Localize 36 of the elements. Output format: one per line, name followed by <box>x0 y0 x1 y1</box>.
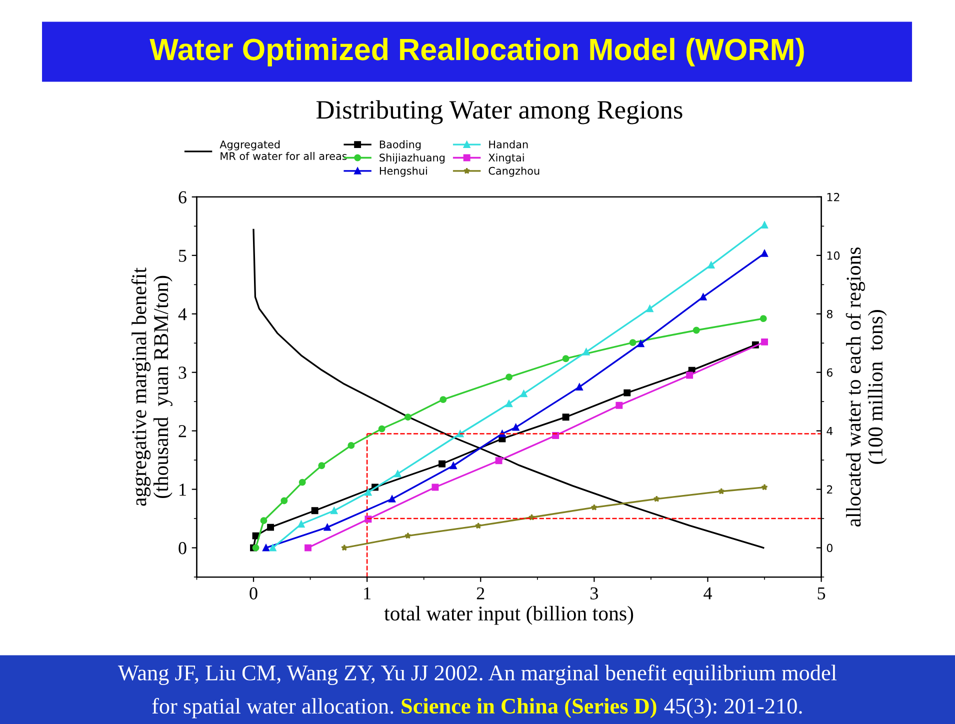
x-tick-label: 1 <box>364 587 370 600</box>
x-tick-label: 0 <box>250 587 258 600</box>
y-tick-label: 5 <box>179 250 186 262</box>
chart-title: Water Optimized Reallocation Model (WORM) <box>150 38 804 66</box>
y2-tick-label: 2 <box>826 485 832 494</box>
y2-tick-label: 6 <box>826 368 833 377</box>
text: for spatial water allocation. <box>152 698 394 718</box>
x-tick-label: 3 <box>590 587 598 600</box>
y2-tick-label: 0 <box>826 544 832 552</box>
legend-label: Shijiazhuang <box>380 153 445 164</box>
legend-label: Cangzhou <box>488 166 540 177</box>
legend-label: Xingtai <box>488 153 524 164</box>
text: Wang JF, Liu CM, Wang ZY, Yu JJ 2002. An marginal benefit equilibrium model <box>118 664 837 685</box>
y-axis-title: aggregative marginal benefit (thousand yuan RBM/ton) <box>131 268 172 506</box>
text: 45(3): 201-210. <box>664 698 802 718</box>
legend-label: Hengshui <box>380 166 427 177</box>
text: Science in China (Series D) <box>402 698 656 718</box>
x-tick-label: 4 <box>704 587 712 600</box>
y-tick-label: 1 <box>180 484 186 496</box>
y2-tick-label: 10 <box>827 251 840 260</box>
x-axis-title: total water input (billion tons) <box>384 606 634 625</box>
x-tick-label: 2 <box>476 587 484 600</box>
y-tick-label: 3 <box>178 366 186 379</box>
y-tick-label: 2 <box>178 425 186 438</box>
y2-tick-label: 12 <box>827 192 840 202</box>
y-tick-label: 6 <box>178 191 186 204</box>
legend-label: Aggregated MR of water for all areas <box>220 140 347 160</box>
legend-label: Baoding <box>380 140 421 150</box>
legend-label: Handan <box>489 140 528 148</box>
y-tick-label: 4 <box>178 308 187 320</box>
y-tick-label: 0 <box>178 542 186 554</box>
y2-tick-label: 4 <box>826 426 833 436</box>
chart-subtitle: Distributing Water among Regions <box>316 100 682 124</box>
y2-axis-title: allocated water to each of regions (100 million tons) <box>846 247 887 527</box>
y2-tick-label: 8 <box>826 310 832 318</box>
x-tick-label: 5 <box>818 587 826 600</box>
